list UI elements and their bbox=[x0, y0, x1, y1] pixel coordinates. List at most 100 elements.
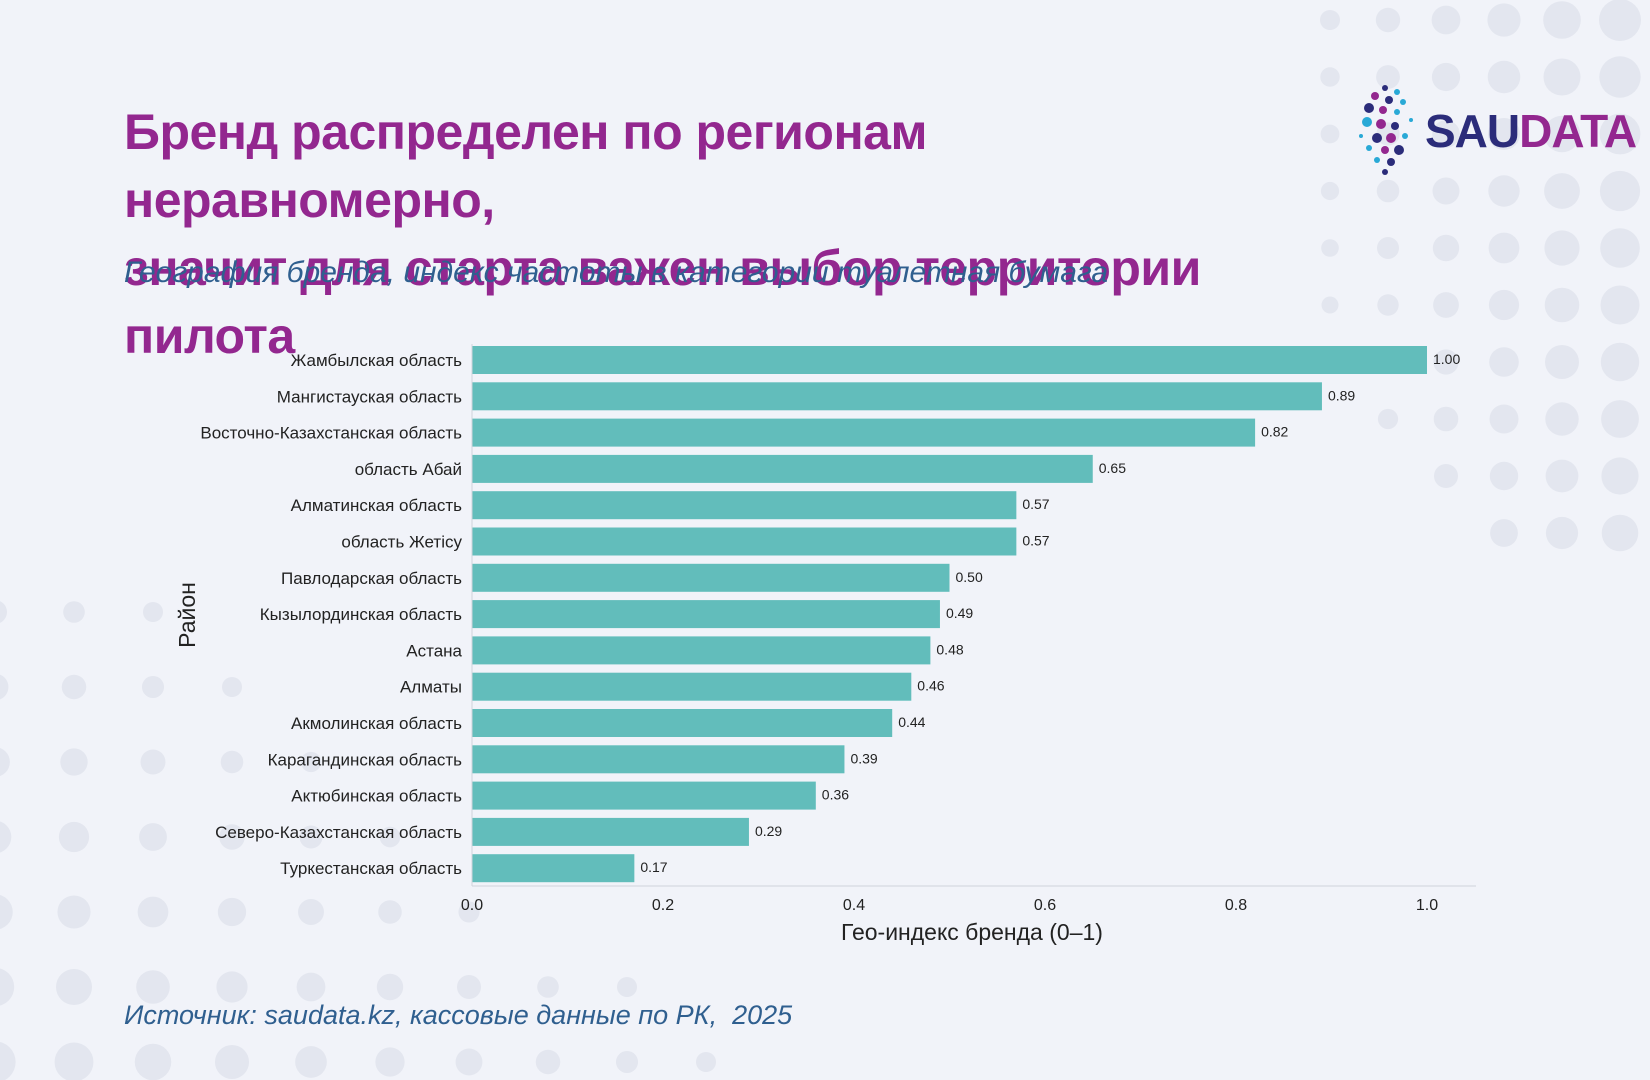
decor-dot bbox=[1545, 516, 1579, 550]
decor-dot bbox=[0, 601, 7, 623]
bar-5 bbox=[472, 491, 1017, 520]
category-label: Восточно-Казахстанская область bbox=[200, 424, 462, 443]
value-label: 0.82 bbox=[1261, 424, 1288, 440]
x-tick-label: 0.0 bbox=[461, 897, 483, 914]
bar-6 bbox=[472, 527, 1017, 556]
decor-dot bbox=[1544, 230, 1580, 266]
category-label: Астана bbox=[406, 641, 462, 660]
decor-dot bbox=[1488, 175, 1520, 207]
value-label: 0.39 bbox=[850, 750, 877, 766]
decor-dot bbox=[1377, 237, 1399, 259]
decor-dot bbox=[1433, 292, 1459, 318]
bar-2 bbox=[472, 382, 1322, 411]
decor-dot bbox=[1601, 457, 1639, 495]
decor-dot bbox=[1432, 177, 1460, 205]
decor-dot bbox=[140, 749, 166, 775]
category-label: Алматы bbox=[400, 678, 462, 697]
value-label: 0.36 bbox=[822, 787, 849, 803]
decor-dot bbox=[0, 894, 13, 930]
decor-dot bbox=[137, 896, 169, 928]
category-label: Северо-Казахстанская область bbox=[215, 823, 462, 842]
decor-dot bbox=[1321, 239, 1339, 257]
decor-dot bbox=[0, 821, 12, 853]
decor-dot bbox=[1544, 173, 1580, 209]
bar-1 bbox=[472, 346, 1427, 374]
category-label: Кызылординская область bbox=[260, 605, 462, 624]
logo-mark-icon bbox=[1359, 85, 1413, 175]
decor-dot bbox=[455, 1048, 483, 1076]
decor-dot bbox=[1599, 0, 1641, 41]
value-label: 0.46 bbox=[917, 678, 944, 694]
decor-dot bbox=[0, 968, 15, 1006]
value-label: 1.00 bbox=[1433, 351, 1460, 367]
decor-dot bbox=[0, 747, 10, 777]
y-axis-label: Район bbox=[174, 582, 200, 648]
decor-dot bbox=[615, 1050, 639, 1074]
decor-dot bbox=[214, 1044, 250, 1080]
bar-3 bbox=[472, 418, 1256, 447]
decor-dot bbox=[1376, 65, 1400, 89]
decor-dot bbox=[61, 674, 87, 700]
bar-7 bbox=[472, 563, 950, 592]
decor-dot bbox=[295, 1046, 327, 1078]
decor-dot bbox=[1600, 342, 1640, 382]
decor-dot bbox=[537, 976, 559, 998]
decor-dot bbox=[1431, 62, 1461, 92]
decor-dot bbox=[1601, 514, 1639, 552]
x-tick-label: 0.8 bbox=[1225, 897, 1247, 914]
decor-dot bbox=[375, 1047, 405, 1077]
category-label: Жамбылская область bbox=[291, 351, 462, 370]
bar-8 bbox=[472, 600, 940, 629]
decor-dot bbox=[299, 825, 323, 849]
decor-dot bbox=[141, 675, 165, 699]
decor-dot bbox=[378, 900, 402, 924]
category-label: Актюбинская область bbox=[291, 787, 462, 806]
decor-dot bbox=[54, 1042, 94, 1080]
chart-subtitle: География бренда, индекс частоты в катег… bbox=[124, 256, 1109, 289]
decor-dot bbox=[298, 899, 324, 925]
decor-dot bbox=[1434, 464, 1458, 488]
category-label: Алматинская область bbox=[291, 496, 462, 515]
category-label: Карагандинская область bbox=[268, 750, 463, 769]
category-label: Акмолинская область bbox=[291, 714, 462, 733]
decor-dot bbox=[58, 821, 90, 853]
decor-dot bbox=[1488, 118, 1520, 150]
decor-dot bbox=[1600, 285, 1640, 325]
value-label: 0.44 bbox=[898, 714, 925, 730]
title-line-2: значит для старта важен выбор территории… bbox=[124, 240, 1201, 364]
value-label: 0.29 bbox=[755, 823, 782, 839]
decor-dot bbox=[1599, 170, 1641, 212]
decor-dot bbox=[1545, 459, 1579, 493]
decor-dot bbox=[1488, 232, 1520, 264]
value-label: 0.49 bbox=[946, 605, 973, 621]
decor-dot bbox=[134, 1043, 172, 1080]
decor-dot bbox=[296, 972, 326, 1002]
decor-dot bbox=[1377, 408, 1399, 430]
decor-dot bbox=[1599, 56, 1641, 98]
decor-dot bbox=[1431, 5, 1461, 35]
decor-dot bbox=[1489, 347, 1519, 377]
decor-dot bbox=[1375, 7, 1401, 33]
decor-dot bbox=[56, 969, 92, 1005]
decor-dot bbox=[1432, 120, 1460, 148]
bar-15 bbox=[472, 854, 635, 883]
decor-dot bbox=[60, 748, 88, 776]
decor-dot bbox=[0, 674, 9, 700]
value-label: 0.57 bbox=[1022, 533, 1049, 549]
decor-dot bbox=[1599, 113, 1641, 155]
decor-dot bbox=[1320, 124, 1340, 144]
category-label: область Жетісу bbox=[341, 533, 462, 552]
decor-dot bbox=[1376, 179, 1400, 203]
decor-dot bbox=[1433, 406, 1459, 432]
x-tick-label: 0.4 bbox=[843, 897, 865, 914]
decor-dot bbox=[1320, 181, 1340, 201]
x-axis-label: Гео-индекс бренда (0–1) bbox=[841, 919, 1103, 945]
decor-dot bbox=[63, 601, 85, 623]
decor-dot bbox=[696, 1052, 716, 1072]
decor-dot bbox=[139, 823, 167, 851]
decor-dot bbox=[300, 751, 322, 773]
decor-dot bbox=[1543, 58, 1581, 96]
decor-dot bbox=[0, 1041, 16, 1080]
bar-9 bbox=[472, 636, 931, 665]
